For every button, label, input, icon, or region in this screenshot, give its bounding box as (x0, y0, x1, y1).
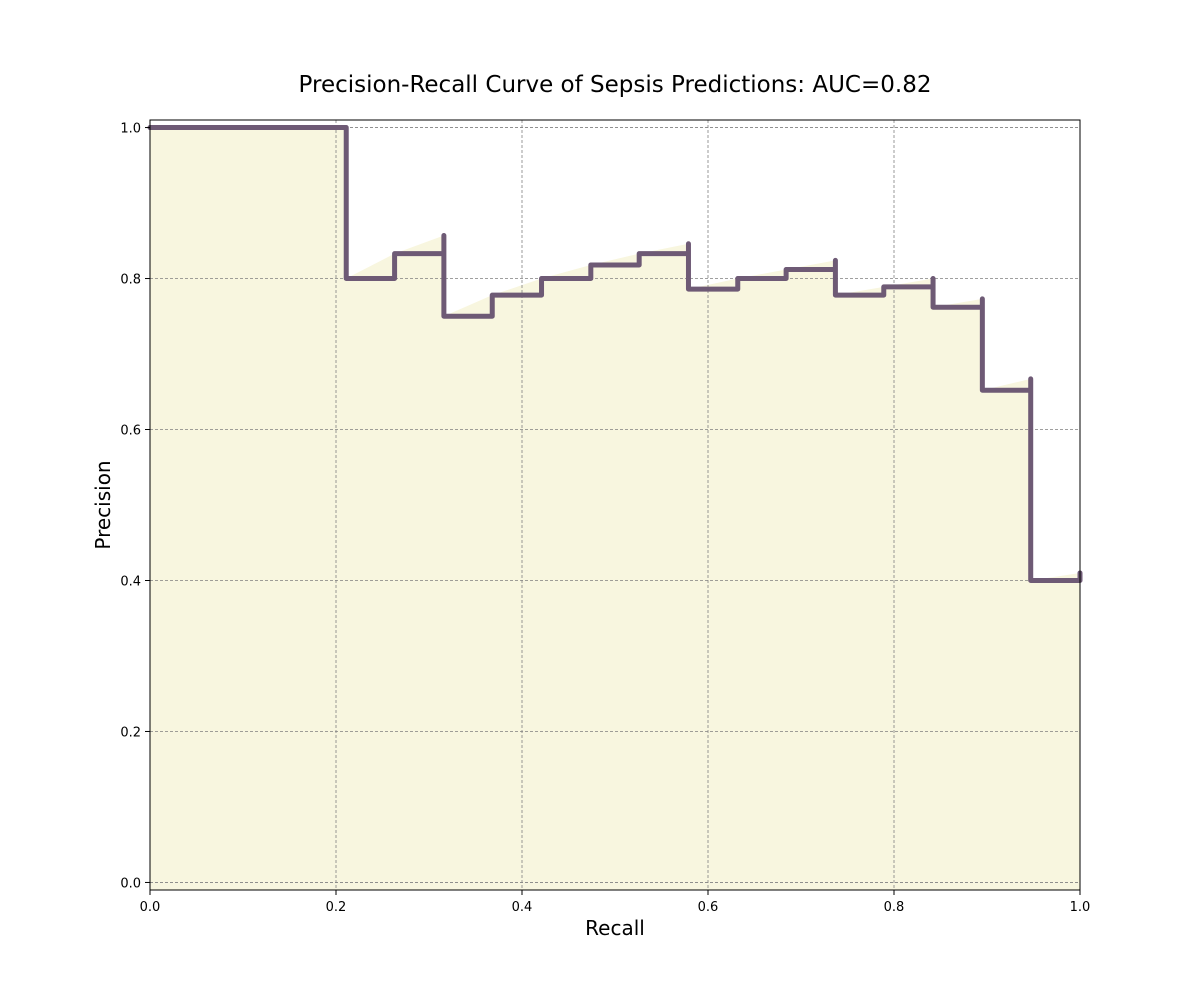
x-axis-label: Recall (585, 916, 645, 940)
chart-title: Precision-Recall Curve of Sepsis Predict… (299, 72, 932, 98)
x-tick-label: 0.0 (140, 900, 161, 915)
area-fill (150, 127, 1080, 891)
y-tick-label: 0.6 (120, 424, 141, 439)
y-tick-label: 1.0 (120, 122, 141, 137)
y-tick-label: 0.4 (120, 574, 141, 589)
x-tick-label: 0.4 (512, 900, 533, 915)
y-tick-label: 0.8 (120, 273, 141, 288)
grid-layer (149, 120, 1081, 890)
area-fill-layer (150, 127, 1080, 891)
y-tick-label: 0.2 (120, 725, 141, 740)
plot-frame (149, 119, 1081, 891)
x-axis-ticks: 0.0 0.2 0.4 0.6 0.8 1.0 (140, 890, 1091, 915)
precision-recall-step-line (147, 125, 1083, 583)
x-tick-label: 0.6 (698, 900, 719, 915)
y-tick-label: 0.0 (120, 876, 141, 891)
y-axis-label: Precision (91, 460, 115, 549)
y-axis-ticks: 0.0 0.2 0.4 0.6 0.8 1.0 (120, 122, 150, 891)
x-tick-label: 1.0 (1070, 900, 1091, 915)
series-line-layer (147, 125, 1083, 583)
x-tick-label: 0.2 (326, 900, 347, 915)
x-tick-label: 0.8 (884, 900, 905, 915)
